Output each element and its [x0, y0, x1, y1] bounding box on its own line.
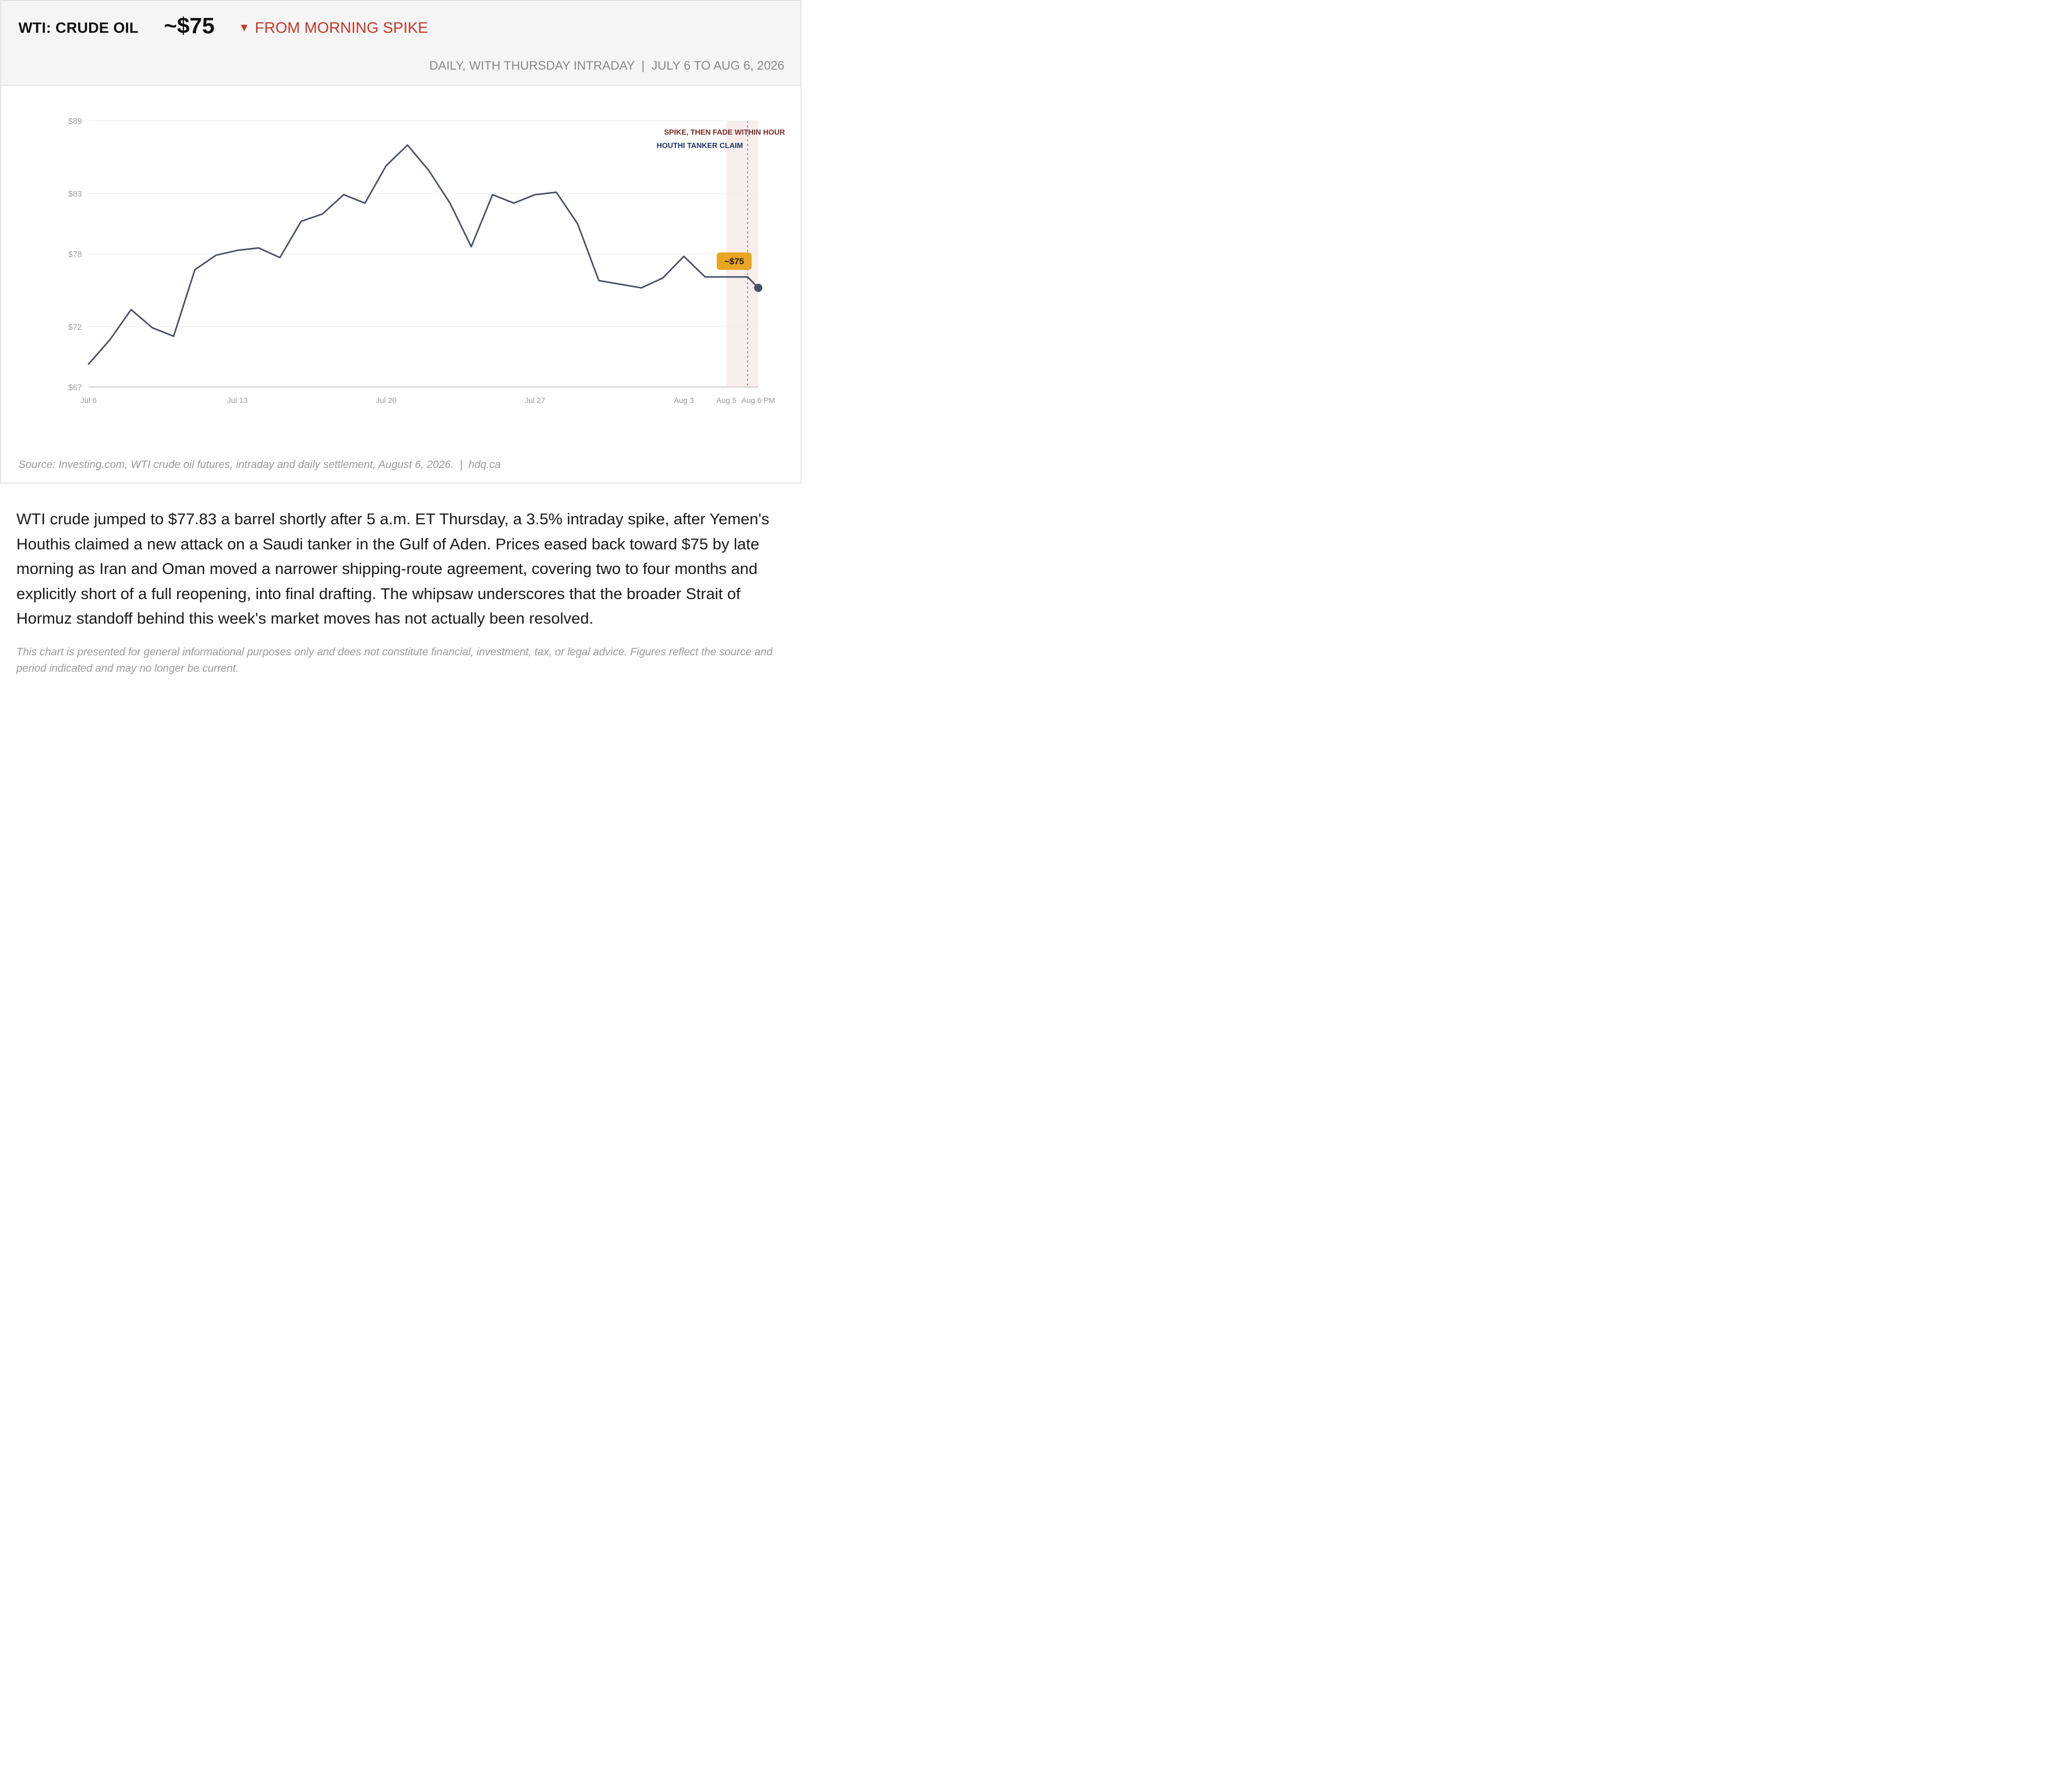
current-price: ~$75 [164, 13, 215, 38]
y-tick-label: $83 [68, 190, 82, 199]
end-point-marker [754, 284, 762, 292]
x-tick-label: Aug 6 PM [741, 396, 775, 405]
x-tick-label: Jul 13 [227, 396, 248, 405]
x-tick-label: Jul 27 [525, 396, 545, 405]
ticker-title: WTI: CRUDE OIL [18, 20, 139, 36]
source-note: Source: Investing.com, WTI crude oil fut… [18, 459, 501, 471]
x-tick-label: Jul 6 [80, 396, 97, 405]
price-line [88, 144, 759, 365]
disclaimer: This chart is presented for general info… [16, 646, 773, 674]
chart-header: WTI: CRUDE OIL ~$75 ▼ FROM MORNING SPIKE … [1, 1, 801, 86]
chart-subtitle: DAILY, WITH THURSDAY INTRADAY | JULY 6 T… [429, 59, 784, 73]
price-callout-box [717, 252, 752, 270]
price-callout-label: ~$75 [724, 257, 744, 266]
x-tick-label: Jul 20 [376, 396, 396, 405]
spike-annotation: SPIKE, THEN FADE WITHIN HOURS [664, 129, 790, 137]
article-paragraph: WTI crude jumped to $77.83 a barrel shor… [16, 510, 770, 627]
y-tick-label: $67 [68, 383, 82, 392]
houthi-claim-annotation: HOUTHI TANKER CLAIM [656, 142, 743, 150]
line-chart: $89 $83 $78 $72 $67 Jul 6 Jul 13 Jul 20 Jul 27 A… [68, 117, 790, 405]
price-change-label: FROM MORNING SPIKE [254, 19, 429, 36]
chart-card: WTI: CRUDE OIL ~$75 ▼ FROM MORNING SPIKE … [1, 0, 801, 483]
y-tick-label: $78 [68, 250, 82, 259]
x-tick-label: Aug 5 [716, 396, 736, 405]
x-tick-label: Aug 3 [674, 396, 694, 405]
price-change: ▼ FROM MORNING SPIKE [239, 19, 428, 37]
down-arrow-icon: ▼ [239, 21, 250, 34]
chart-area: $89 $83 $78 $72 $67 Jul 6 Jul 13 Jul 20 Jul 27 A… [1, 86, 802, 444]
y-tick-label: $89 [68, 117, 82, 126]
y-tick-label: $72 [68, 323, 82, 332]
